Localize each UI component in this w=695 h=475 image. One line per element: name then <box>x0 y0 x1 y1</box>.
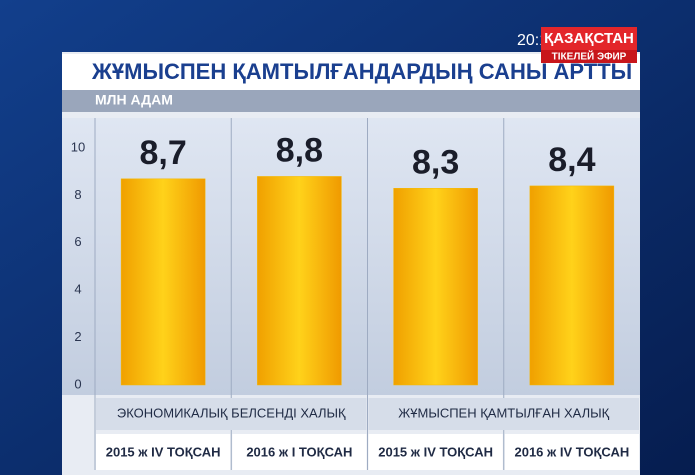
subtitle: МЛН АДАМ <box>95 92 173 108</box>
x-tick-label: 2015 ж IV ТОҚСАН <box>378 444 493 459</box>
value-label: 8,3 <box>412 143 459 181</box>
x-tick-label: 2015 ж IV ТОҚСАН <box>106 444 221 459</box>
y-tick-label: 10 <box>71 139 85 154</box>
category-cell <box>232 434 367 470</box>
y-tick-label: 6 <box>74 234 81 249</box>
live-bar <box>541 50 637 63</box>
group-cell <box>96 398 367 430</box>
value-label: 8,8 <box>276 131 323 169</box>
group-cell <box>368 398 639 430</box>
subtitle-bar <box>62 90 640 112</box>
y-tick-label: 4 <box>74 282 81 297</box>
bar <box>529 185 615 386</box>
value-label: 8,7 <box>139 134 186 172</box>
bar <box>120 178 206 386</box>
group-label: ЭКОНОМИКАЛЫҚ БЕЛСЕНДІ ХАЛЫҚ <box>117 405 346 420</box>
group-label: ЖҰМЫСПЕН ҚАМТЫЛҒАН ХАЛЫҚ <box>398 405 609 420</box>
channel-name: ҚАЗАҚСТАН <box>544 30 634 47</box>
bar <box>257 176 342 386</box>
value-label: 8,4 <box>548 141 595 179</box>
category-cell <box>96 434 231 470</box>
logo <box>541 27 637 50</box>
category-cell <box>368 434 503 470</box>
bar <box>393 188 478 386</box>
y-tick-label: 2 <box>74 329 81 344</box>
x-tick-label: 2016 ж IV ТОҚСАН <box>514 444 629 459</box>
x-tick-label: 2016 ж I ТОҚСАН <box>246 444 352 459</box>
category-cell <box>504 434 639 470</box>
y-tick-label: 8 <box>74 187 81 202</box>
live-label: ТІКЕЛЕЙ ЭФИР <box>552 50 627 63</box>
y-tick-label: 0 <box>74 376 81 391</box>
